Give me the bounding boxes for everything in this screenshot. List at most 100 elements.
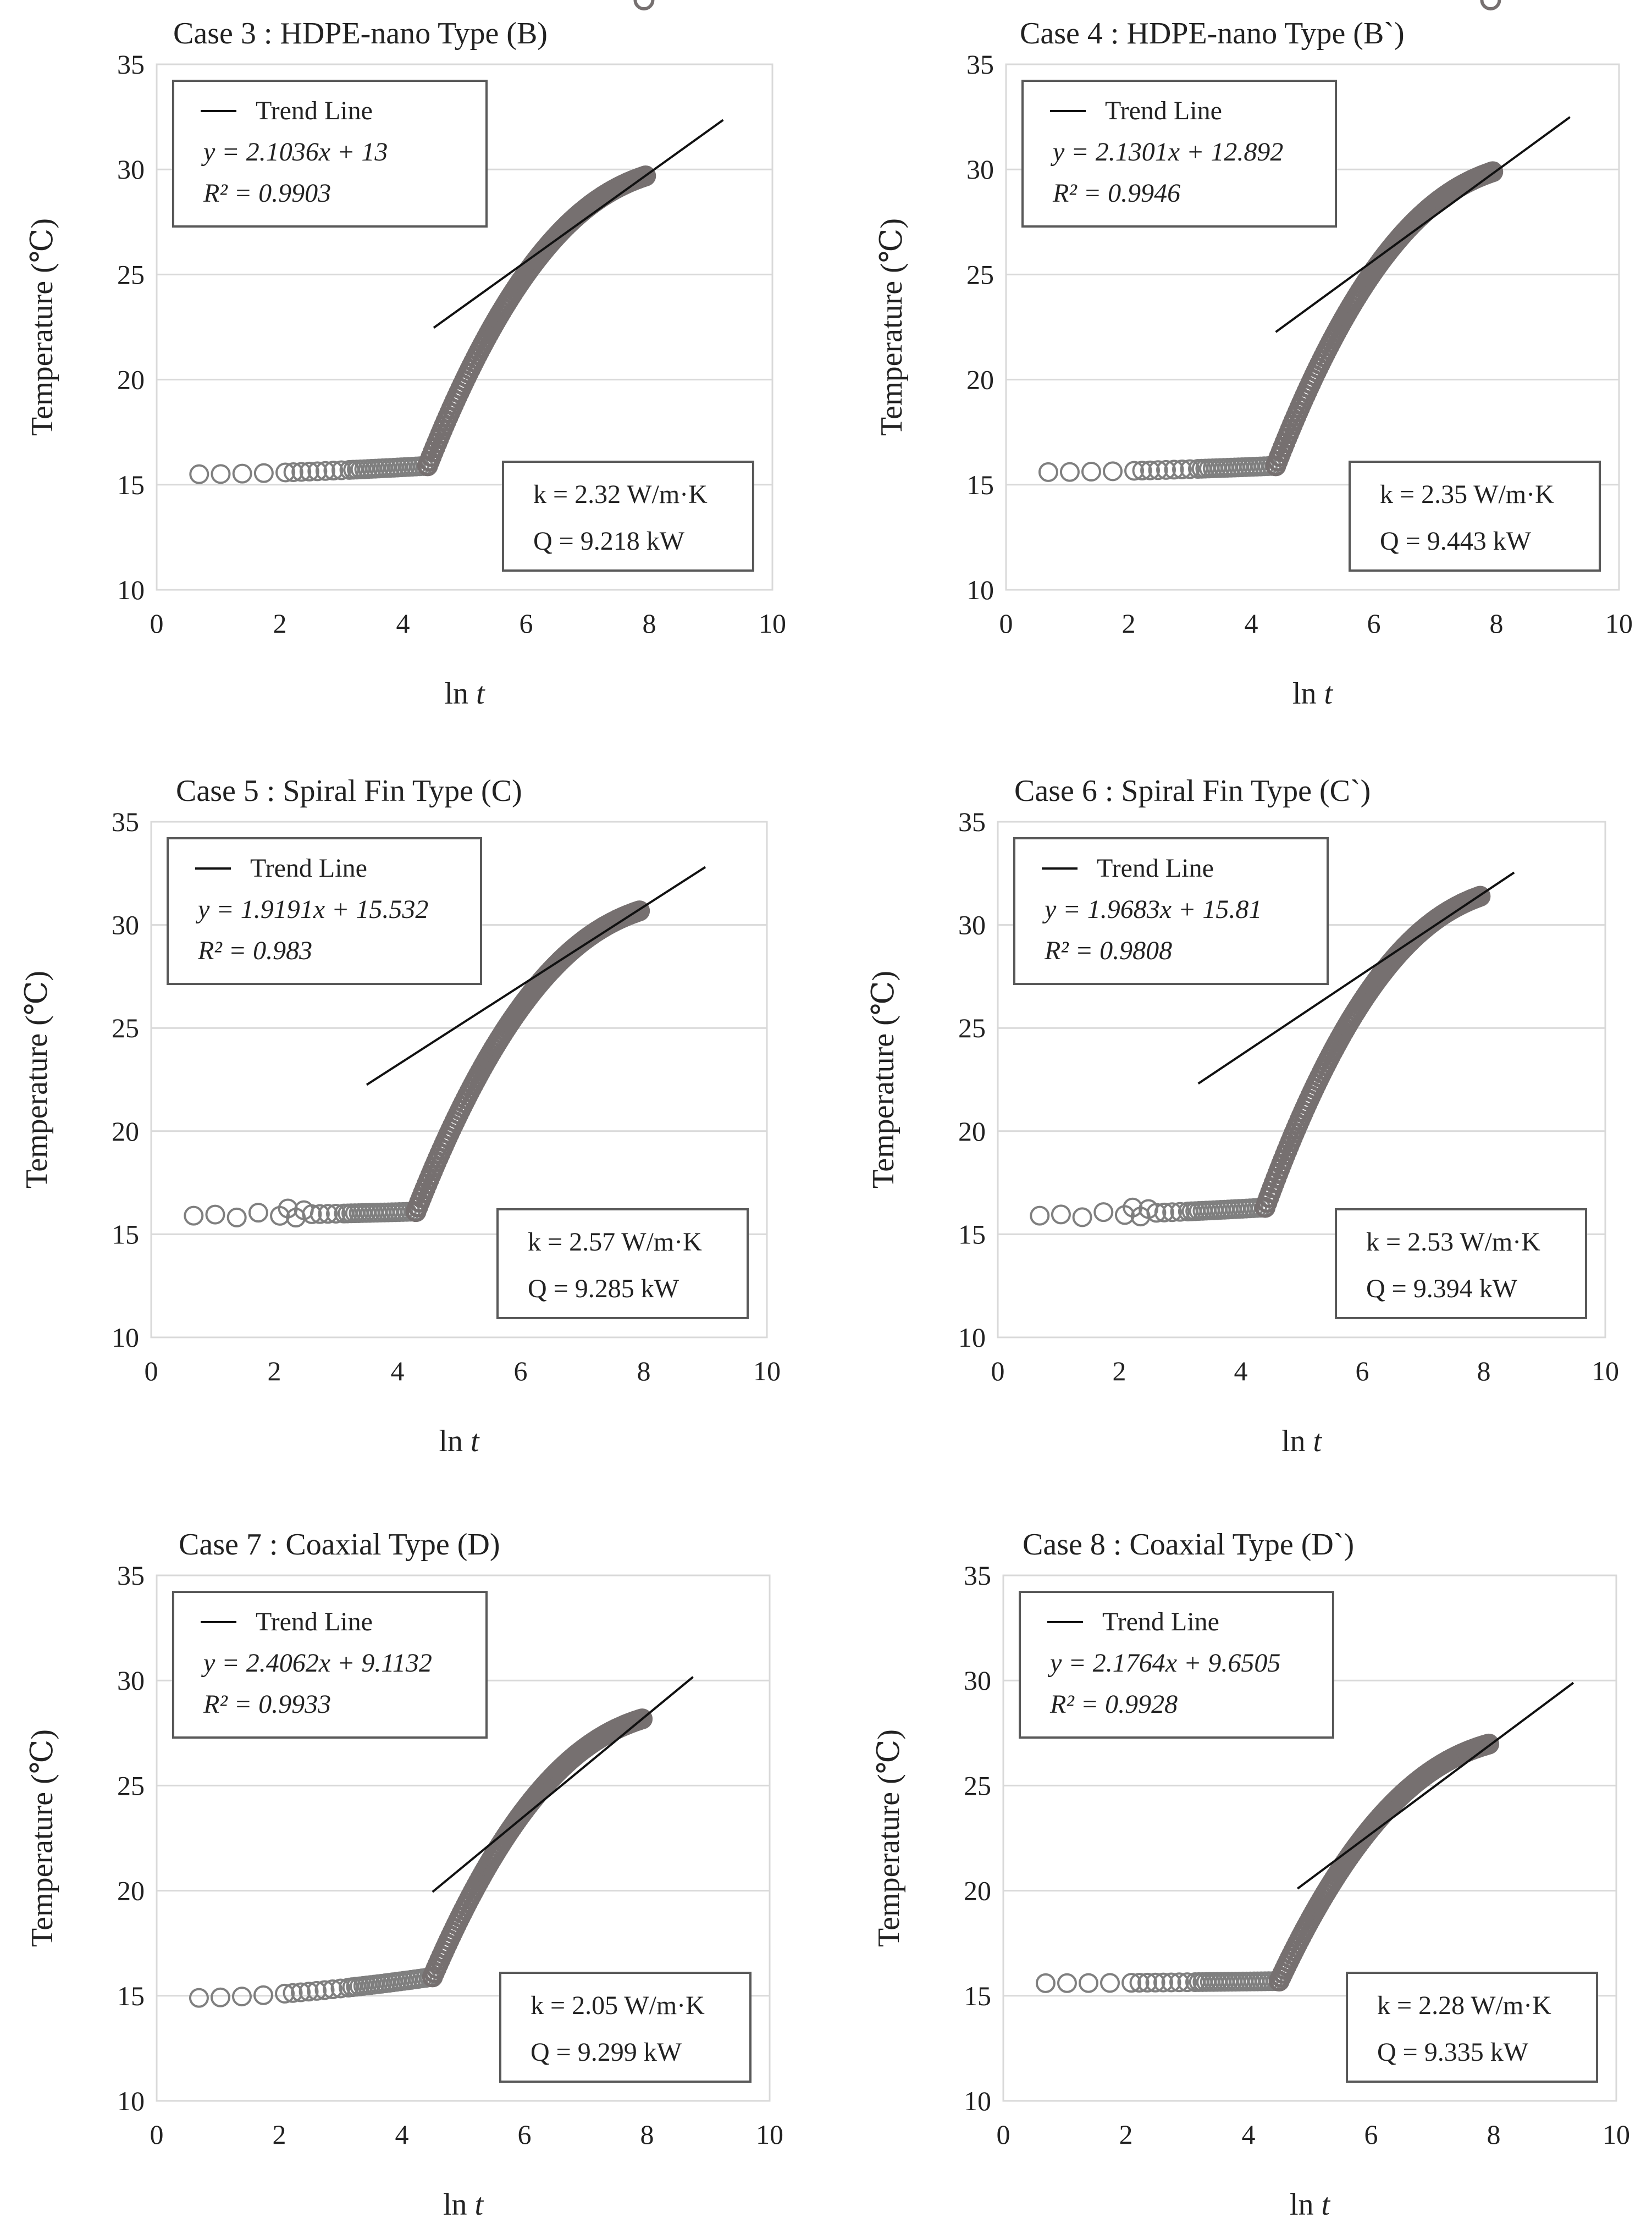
x-tick-label: 4 [395, 2119, 409, 2150]
results-frame [502, 461, 754, 572]
x-axis-label: ln t [1290, 2188, 1331, 2222]
x-tick-label: 0 [991, 1356, 1005, 1386]
x-tick-label: 2 [1119, 2119, 1133, 2150]
data-point [1100, 1973, 1120, 1993]
results-box: k = 2.53 W/m·K Q = 9.394 kW [1335, 1208, 1587, 1319]
data-point [310, 1204, 330, 1224]
trend-equation: y = 2.1301x + 12.892 [1050, 137, 1283, 167]
x-axis-label: ln t [444, 677, 485, 711]
y-tick-label: 30 [966, 154, 994, 185]
chart-title: Case 7 : Coaxial Type (D) [179, 1528, 500, 1562]
trend-r-squared: R² = 0.9946 [1052, 179, 1180, 208]
chart-title: Case 6 : Spiral Fin Type (C`) [1014, 774, 1371, 808]
x-tick-label: 0 [997, 2119, 1010, 2150]
y-tick-label: 35 [966, 49, 994, 80]
heat-rate-value: Q = 9.285 kW [528, 1274, 679, 1303]
data-point [283, 1983, 303, 2003]
x-axis-label: ln t [1281, 1424, 1323, 1458]
legend-label: Trend Line [1102, 1607, 1219, 1636]
legend-label: Trend Line [1105, 96, 1222, 125]
x-tick-label: 6 [514, 1356, 528, 1386]
trend-line [1297, 1681, 1574, 1890]
data-point [248, 1203, 268, 1223]
data-point [1170, 1202, 1190, 1222]
y-tick-label: 20 [958, 1116, 986, 1147]
data-point [323, 1979, 343, 1999]
legend-box: Trend Line y = 1.9683x + 15.81 R² = 0.9808 [1013, 837, 1329, 985]
data-point [184, 1205, 204, 1226]
data-point [1480, 0, 1501, 10]
data-point [211, 464, 231, 484]
x-tick-label: 2 [268, 1356, 281, 1386]
legend-label: Trend Line [256, 1607, 373, 1636]
data-series-measured [1038, 161, 1504, 482]
data-point [1177, 1972, 1197, 1993]
y-tick-label: 10 [964, 2085, 991, 2116]
x-tick-label: 6 [520, 608, 533, 639]
data-point [189, 464, 209, 484]
x-tick-label: 4 [1245, 608, 1258, 639]
data-point [1169, 1972, 1190, 1993]
chart-title: Case 3 : HDPE-nano Type (B) [173, 16, 548, 51]
data-point [1154, 1202, 1174, 1222]
thermal-conductivity-value: k = 2.05 W/m·K [531, 1991, 705, 2020]
data-point [632, 1708, 653, 1730]
y-tick-label: 10 [117, 2085, 145, 2116]
y-tick-label: 30 [117, 154, 145, 185]
data-point [315, 461, 335, 481]
data-point [326, 1203, 346, 1224]
legend-box: Trend Line y = 2.1036x + 13 R² = 0.9903 [172, 80, 488, 228]
data-series-measured [1035, 0, 1501, 1993]
y-tick-label: 25 [117, 1770, 145, 1801]
data-point [1469, 886, 1491, 907]
y-tick-label: 15 [117, 469, 145, 500]
y-tick-label: 20 [117, 364, 145, 395]
thermal-conductivity-value: k = 2.53 W/m·K [1366, 1227, 1540, 1257]
legend-frame [172, 80, 488, 228]
legend-label: Trend Line [256, 96, 373, 125]
trend-equation: y = 2.1764x + 9.6505 [1047, 1648, 1280, 1678]
heat-rate-value: Q = 9.335 kW [1377, 2038, 1529, 2067]
chart-title: Case 5 : Spiral Fin Type (C) [176, 774, 522, 808]
data-point [307, 1980, 327, 2001]
results-box: k = 2.35 W/m·K Q = 9.443 kW [1349, 461, 1601, 572]
legend-label: Trend Line [250, 854, 367, 883]
y-tick-label: 30 [964, 1665, 991, 1696]
trend-equation: y = 1.9191x + 15.532 [195, 895, 428, 924]
data-point [1478, 1733, 1500, 1755]
trend-line [366, 866, 706, 1086]
y-tick-label: 30 [112, 910, 139, 941]
data-point [1482, 161, 1504, 182]
plot-area [1005, 63, 1620, 591]
legend-frame [1019, 1591, 1334, 1739]
x-tick-label: 10 [756, 2119, 783, 2150]
y-tick-label: 15 [964, 1980, 991, 2011]
x-axis-label: ln t [439, 1424, 480, 1458]
data-point [283, 462, 303, 482]
y-tick-label: 20 [117, 1876, 145, 1906]
y-tick-label: 25 [966, 259, 994, 290]
chart-panel-case-3: 10 15 20 25 30 35 0 2 4 6 8 10 Case 3 : HDPE-nano Ty… [25, 16, 786, 711]
legend-label: Trend Line [1097, 854, 1214, 883]
y-tick-label: 25 [964, 1770, 991, 1801]
y-tick-label: 30 [958, 910, 986, 941]
results-frame [499, 1972, 752, 2083]
thermal-conductivity-value: k = 2.28 W/m·K [1377, 1991, 1551, 2020]
legend-frame [167, 837, 482, 985]
data-point [635, 165, 656, 187]
data-point [253, 463, 274, 483]
data-point [1140, 460, 1161, 480]
x-tick-label: 6 [1364, 2119, 1378, 2150]
chart-title: Case 8 : Coaxial Type (D`) [1023, 1528, 1354, 1562]
data-point [1030, 1205, 1050, 1226]
results-frame [1349, 461, 1601, 572]
data-point [331, 460, 351, 480]
legend-frame [1013, 837, 1329, 985]
data-series-measured [189, 0, 655, 2008]
data-point [189, 1988, 209, 2008]
data-point [1164, 460, 1184, 480]
x-tick-label: 8 [640, 2119, 654, 2150]
y-axis-label: Temperature (℃) [866, 971, 900, 1188]
results-box: k = 2.05 W/m·K Q = 9.299 kW [499, 1972, 752, 2083]
results-frame [496, 1208, 749, 1319]
